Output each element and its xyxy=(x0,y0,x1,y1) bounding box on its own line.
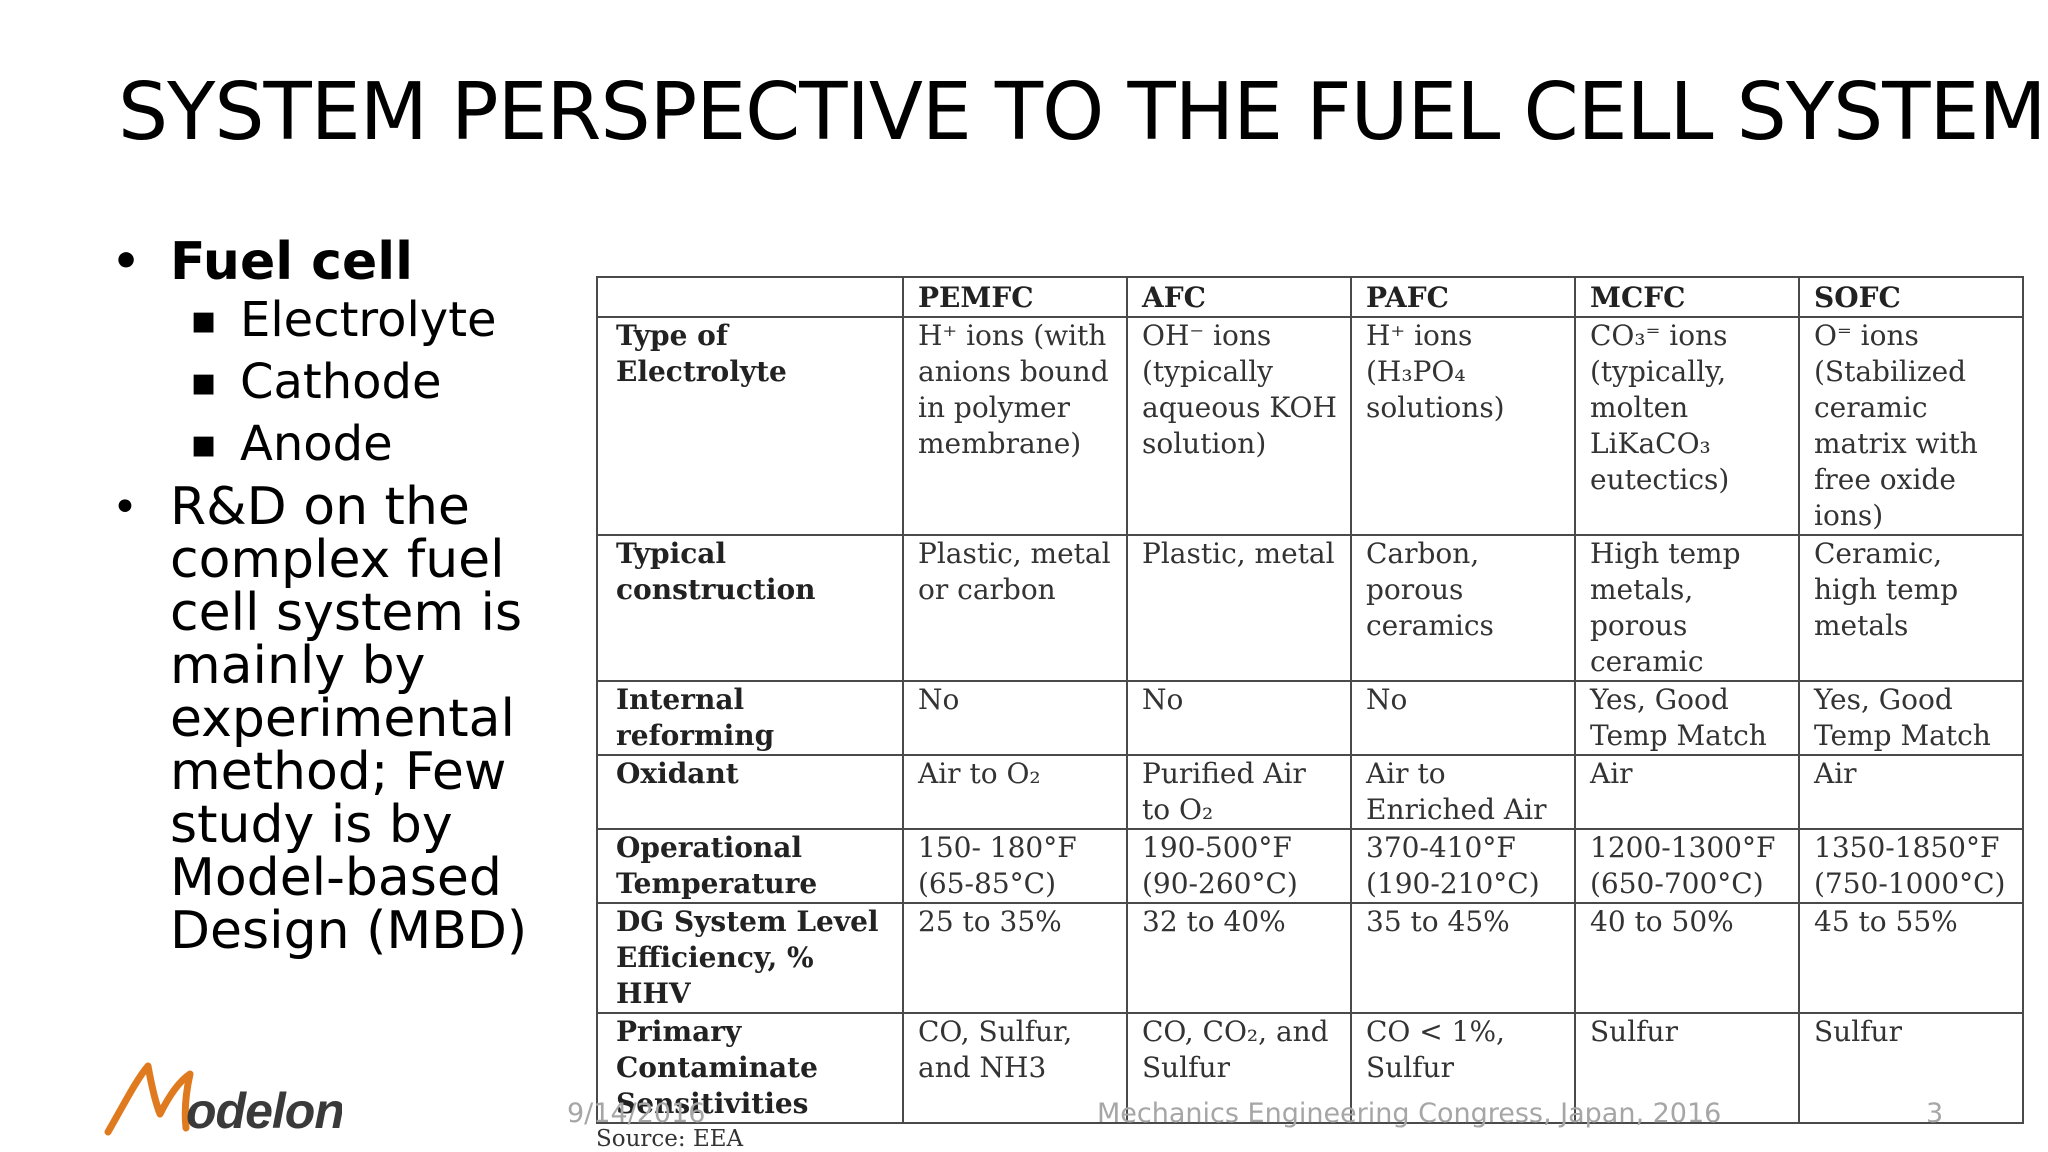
sub-bullet-anode: Anode xyxy=(110,413,550,475)
table-cell: 190-500°F (90-260°C) xyxy=(1126,828,1352,904)
table-cell: 32 to 40% xyxy=(1126,902,1352,1014)
table-header-cell xyxy=(596,276,904,318)
table-cell: Carbon, porous ceramics xyxy=(1350,534,1576,682)
row-label: Primary Contaminate Sensitivities xyxy=(596,1012,904,1124)
row-label: DG System Level Efficiency, % HHV xyxy=(596,902,904,1014)
table-header-cell: PAFC xyxy=(1350,276,1576,318)
bullet-rd-line: Design (MBD) xyxy=(170,901,528,961)
logo-wordmark: odelon xyxy=(186,1083,342,1136)
row-label: Type of Electrolyte xyxy=(596,316,904,536)
table-cell: H⁺ ions (H₃PO₄ solutions) xyxy=(1350,316,1576,536)
row-label: Operational Temperature xyxy=(596,828,904,904)
table-row: Typical construction Plastic, metal or c… xyxy=(596,534,2024,682)
table-cell: No xyxy=(902,680,1128,756)
table-cell: Plastic, metal xyxy=(1126,534,1352,682)
table-row: Internal reforming No No No Yes, Good Te… xyxy=(596,680,2024,756)
bullet-rd-line: cell system is xyxy=(170,583,523,643)
bullet-rd-line: study is by xyxy=(170,795,453,855)
table-cell: 40 to 50% xyxy=(1574,902,1800,1014)
table-cell: 150- 180°F (65-85°C) xyxy=(902,828,1128,904)
row-label: Typical construction xyxy=(596,534,904,682)
table-cell: No xyxy=(1126,680,1352,756)
bullet-rd-line: mainly by xyxy=(170,636,426,696)
table-source: Source: EEA xyxy=(596,1126,744,1152)
table-cell: Air to O₂ xyxy=(902,754,1128,830)
bullet-rd-line: complex fuel xyxy=(170,530,505,590)
table-cell: CO < 1%, Sulfur xyxy=(1350,1012,1576,1124)
table-cell: Sulfur xyxy=(1574,1012,1800,1124)
sub-bullet-electrolyte: Electrolyte xyxy=(110,289,550,351)
table-cell: 25 to 35% xyxy=(902,902,1128,1014)
table-header-cell: AFC xyxy=(1126,276,1352,318)
table-header-row: PEMFC AFC PAFC MCFC SOFC xyxy=(596,276,2024,318)
footer-page-number: 3 xyxy=(1926,1098,1944,1129)
table-row: DG System Level Efficiency, % HHV 25 to … xyxy=(596,902,2024,1014)
table-cell: OH⁻ ions (typically aqueous KOH solution… xyxy=(1126,316,1352,536)
table-row: Oxidant Air to O₂ Purified Air to O₂ Air… xyxy=(596,754,2024,830)
sub-bullet-cathode: Cathode xyxy=(110,351,550,413)
table-cell: Ceramic, high temp metals xyxy=(1798,534,2024,682)
comparison-table: PEMFC AFC PAFC MCFC SOFC Type of Electro… xyxy=(596,276,2024,1124)
bullet-list: Fuel cell Electrolyte Cathode Anode R&D … xyxy=(110,235,550,958)
table-cell: Yes, Good Temp Match xyxy=(1798,680,2024,756)
table-cell: 35 to 45% xyxy=(1350,902,1576,1014)
table-cell: Air xyxy=(1574,754,1800,830)
table-cell: O⁼ ions (Stabilized ceramic matrix with … xyxy=(1798,316,2024,536)
table-cell: 1350-1850°F (750-1000°C) xyxy=(1798,828,2024,904)
bullet-rd-line: method; Few xyxy=(170,742,507,802)
table-cell: Air to Enriched Air xyxy=(1350,754,1576,830)
table-cell: Purified Air to O₂ xyxy=(1126,754,1352,830)
bullet-rd-line: experimental xyxy=(170,689,515,749)
bullet-rd: R&D on the complex fuel cell system is m… xyxy=(110,481,550,958)
table-cell: High temp metals, porous ceramic xyxy=(1574,534,1800,682)
table-cell: H⁺ ions (with anions bound in polymer me… xyxy=(902,316,1128,536)
bullet-fuel-cell: Fuel cell xyxy=(110,235,550,289)
footer-event: Mechanics Engineering Congress, Japan, 2… xyxy=(1097,1098,1722,1129)
table-cell: Plastic, metal or carbon xyxy=(902,534,1128,682)
table-header-cell: MCFC xyxy=(1574,276,1800,318)
table-row: Type of Electrolyte H⁺ ions (with anions… xyxy=(596,316,2024,536)
bullet-rd-line: Model-based xyxy=(170,848,502,908)
row-label: Oxidant xyxy=(596,754,904,830)
table-row: Operational Temperature 150- 180°F (65-8… xyxy=(596,828,2024,904)
table-cell: CO₃⁼ ions (typically, molten LiKaCO₃ eut… xyxy=(1574,316,1800,536)
row-label: Internal reforming xyxy=(596,680,904,756)
table-header-cell: SOFC xyxy=(1798,276,2024,318)
slide-title: SYSTEM PERSPECTIVE TO THE FUEL CELL SYST… xyxy=(118,66,2047,158)
table-cell: Air xyxy=(1798,754,2024,830)
bullet-rd-line: R&D on the xyxy=(170,477,470,537)
table-cell: Sulfur xyxy=(1798,1012,2024,1124)
table-cell: 1200-1300°F (650-700°C) xyxy=(1574,828,1800,904)
table-cell: Yes, Good Temp Match xyxy=(1574,680,1800,756)
logo-swoosh-icon xyxy=(104,1062,194,1136)
table-cell: CO, Sulfur, and NH3 xyxy=(902,1012,1128,1124)
footer-date: 9/14/2016 xyxy=(567,1098,706,1129)
fuel-cell-comparison-table: PEMFC AFC PAFC MCFC SOFC Type of Electro… xyxy=(596,276,2024,1152)
modelon-logo: odelon xyxy=(104,1062,342,1136)
table-cell: CO, CO₂, and Sulfur xyxy=(1126,1012,1352,1124)
table-row: Primary Contaminate Sensitivities CO, Su… xyxy=(596,1012,2024,1124)
table-cell: No xyxy=(1350,680,1576,756)
table-cell: 370-410°F (190-210°C) xyxy=(1350,828,1576,904)
table-header-cell: PEMFC xyxy=(902,276,1128,318)
table-cell: 45 to 55% xyxy=(1798,902,2024,1014)
